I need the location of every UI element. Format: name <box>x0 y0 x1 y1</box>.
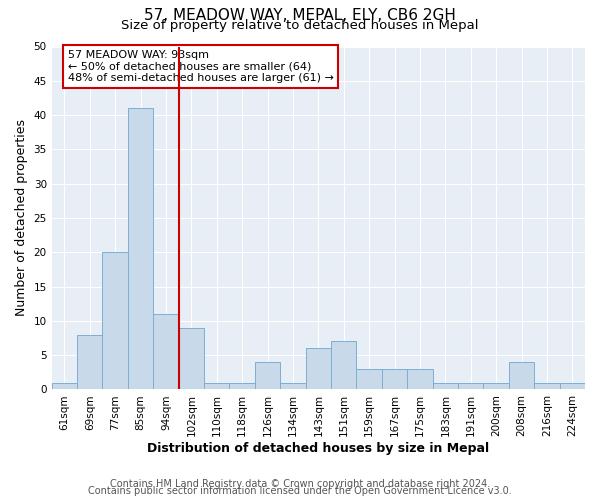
Bar <box>433 382 458 390</box>
Bar <box>484 382 509 390</box>
Bar <box>509 362 534 390</box>
Bar <box>280 382 305 390</box>
Bar <box>356 369 382 390</box>
Bar <box>382 369 407 390</box>
Text: Contains public sector information licensed under the Open Government Licence v3: Contains public sector information licen… <box>88 486 512 496</box>
Text: 57, MEADOW WAY, MEPAL, ELY, CB6 2GH: 57, MEADOW WAY, MEPAL, ELY, CB6 2GH <box>144 8 456 22</box>
Bar <box>534 382 560 390</box>
Bar <box>305 348 331 390</box>
Text: Contains HM Land Registry data © Crown copyright and database right 2024.: Contains HM Land Registry data © Crown c… <box>110 479 490 489</box>
Bar <box>77 334 103 390</box>
Bar <box>179 328 204 390</box>
Bar <box>255 362 280 390</box>
Bar <box>128 108 153 390</box>
Bar <box>229 382 255 390</box>
Text: 57 MEADOW WAY: 93sqm
← 50% of detached houses are smaller (64)
48% of semi-detac: 57 MEADOW WAY: 93sqm ← 50% of detached h… <box>68 50 334 83</box>
Bar <box>560 382 585 390</box>
Bar <box>153 314 179 390</box>
Bar <box>331 342 356 390</box>
Y-axis label: Number of detached properties: Number of detached properties <box>15 120 28 316</box>
Bar <box>52 382 77 390</box>
Bar <box>103 252 128 390</box>
Bar <box>458 382 484 390</box>
Bar <box>407 369 433 390</box>
Text: Size of property relative to detached houses in Mepal: Size of property relative to detached ho… <box>121 18 479 32</box>
X-axis label: Distribution of detached houses by size in Mepal: Distribution of detached houses by size … <box>147 442 490 455</box>
Bar <box>204 382 229 390</box>
